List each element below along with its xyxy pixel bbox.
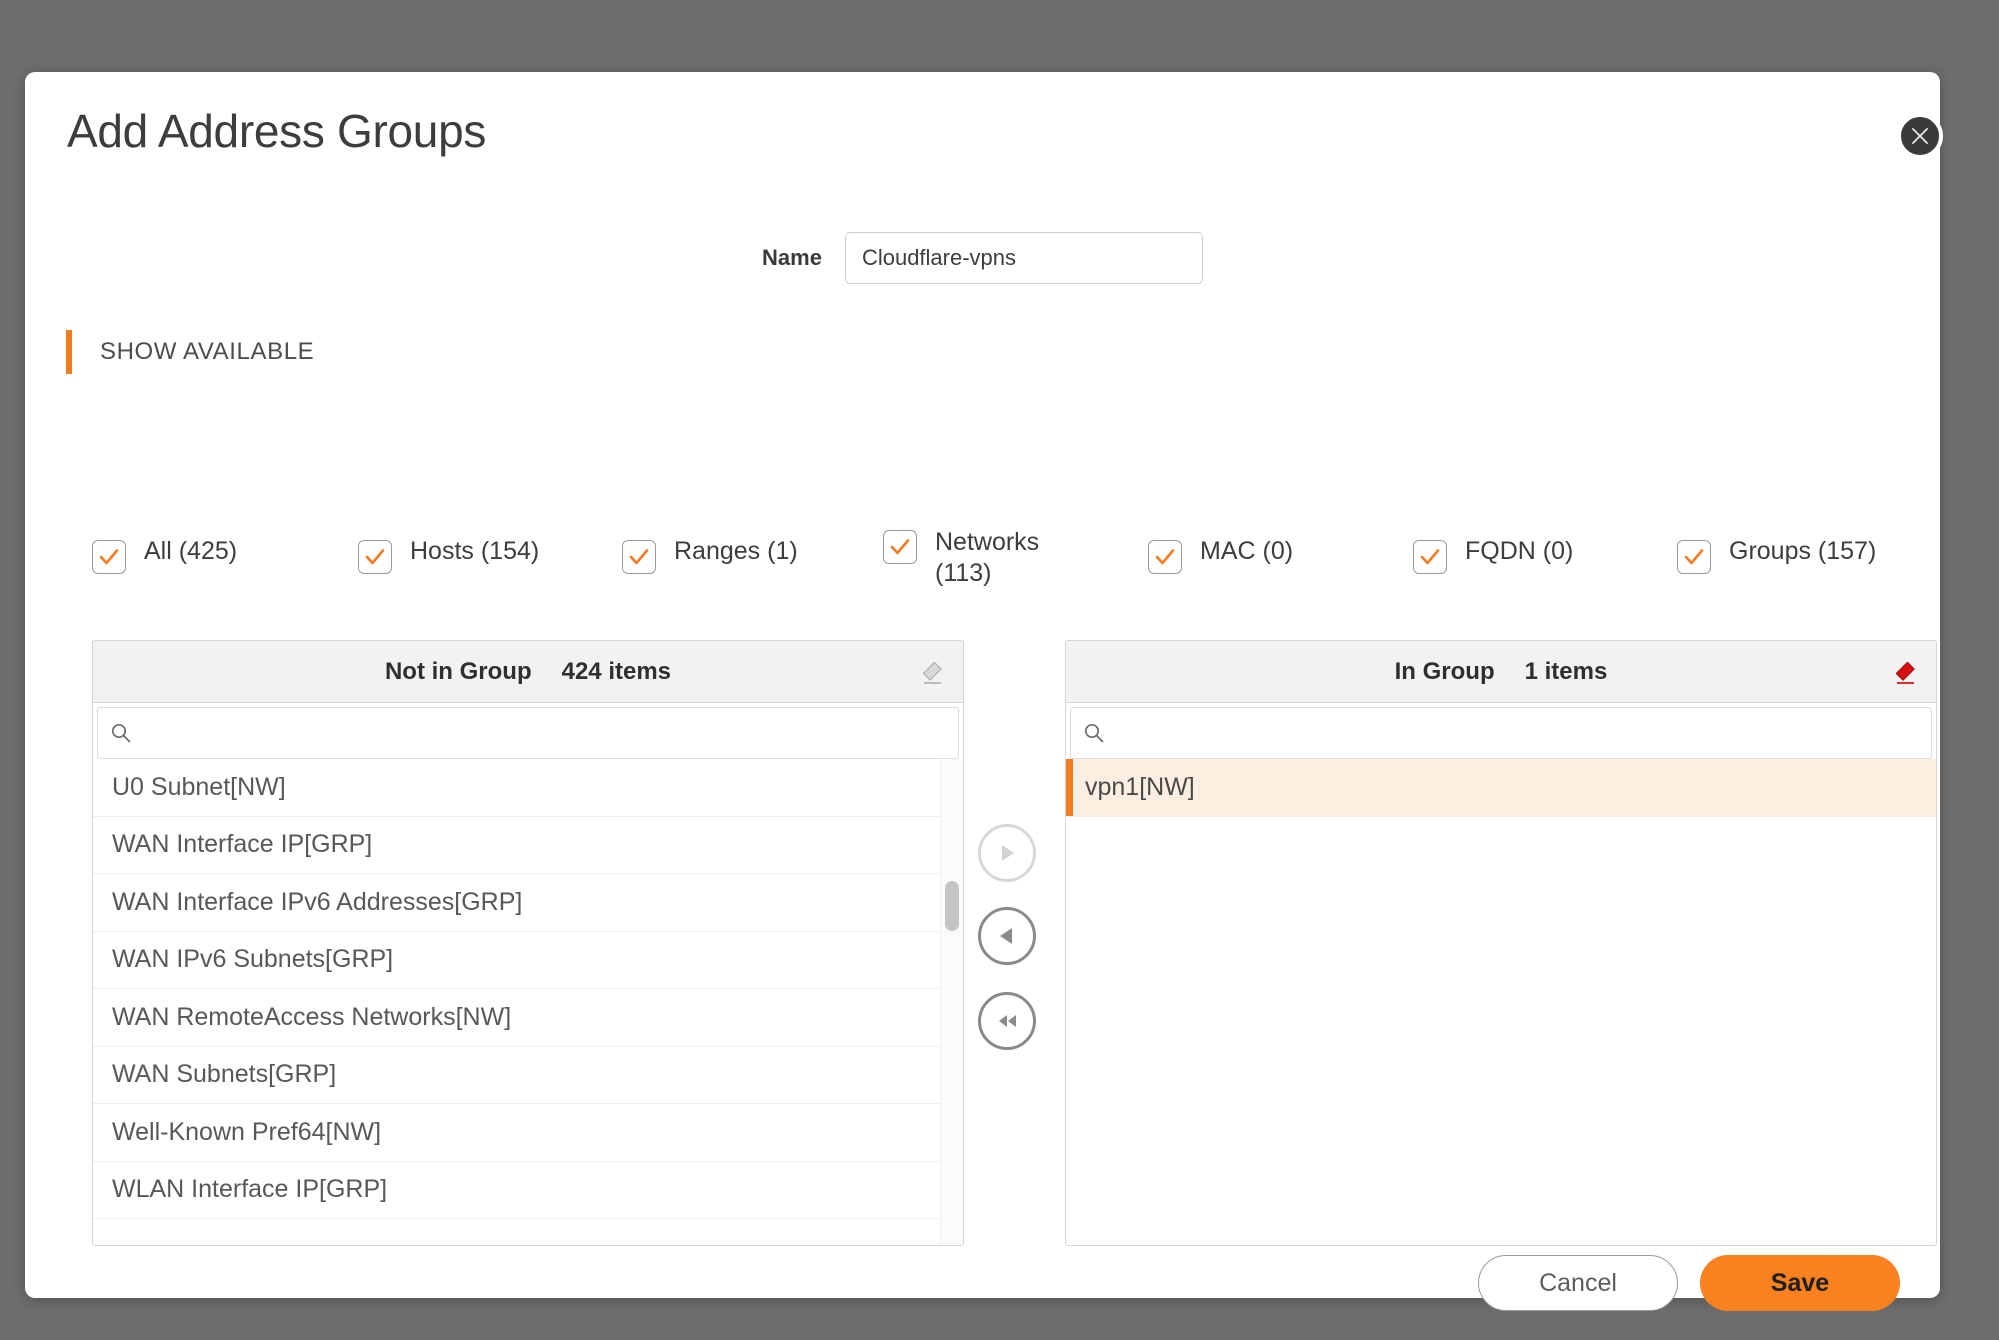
section-title: SHOW AVAILABLE: [100, 338, 315, 365]
list-item[interactable]: WAN Subnets[GRP]: [93, 1047, 963, 1104]
not-in-group-list[interactable]: U0 Subnet[NW] WAN Interface IP[GRP] WAN In…: [93, 759, 963, 1245]
in-group-panel: In Group 1 items vpn1[NW]: [1065, 640, 1937, 1246]
filter-groups-label: Groups (157): [1729, 537, 1877, 565]
filter-hosts-label: Hosts (154): [410, 537, 540, 565]
close-icon: [1912, 128, 1928, 144]
not-in-group-panel: Not in Group 424 items U0 Subnet[NW] WAN …: [92, 640, 964, 1246]
checkbox-hosts[interactable]: [358, 540, 392, 574]
filter-mac-label: MAC (0): [1200, 537, 1294, 565]
filter-ranges-label: Ranges (1): [674, 537, 798, 565]
list-item[interactable]: WAN IPv6 Subnets[GRP]: [93, 932, 963, 989]
filter-fqdn[interactable]: FQDN (0): [1413, 527, 1573, 574]
right-search-box[interactable]: [1070, 707, 1932, 759]
name-field-row: Name: [25, 232, 1940, 284]
filter-all-label: All (425): [144, 537, 238, 565]
list-item[interactable]: WLAN Interface IP[GRP]: [93, 1162, 963, 1219]
list-item[interactable]: U0 Subnet[NW]: [93, 759, 963, 817]
not-in-group-header: Not in Group 424 items: [93, 641, 963, 703]
filter-fqdn-label: FQDN (0): [1465, 537, 1574, 565]
filter-mac[interactable]: MAC (0): [1148, 527, 1293, 574]
play-right-icon: [1002, 845, 1014, 861]
filter-hosts[interactable]: Hosts (154): [358, 527, 539, 574]
filter-groups[interactable]: Groups (157): [1677, 527, 1876, 574]
checkbox-mac[interactable]: [1148, 540, 1182, 574]
not-in-group-title: Not in Group: [384, 657, 532, 685]
list-item[interactable]: WAN Interface IP[GRP]: [93, 817, 963, 874]
left-search-box[interactable]: [97, 707, 959, 759]
dialog-title: Add Address Groups: [67, 105, 487, 157]
in-group-list[interactable]: vpn1[NW]: [1066, 759, 1936, 1245]
filter-checkbox-row: All (425) Hosts (154) Ranges (1) Network…: [25, 527, 1940, 613]
dialog-footer: Cancel Save: [1478, 1255, 1900, 1311]
filter-all[interactable]: All (425): [92, 527, 237, 574]
filter-ranges[interactable]: Ranges (1): [622, 527, 798, 574]
in-group-title: In Group: [1394, 657, 1495, 685]
left-list-scrollbar[interactable]: [940, 759, 962, 1245]
checkbox-networks[interactable]: [883, 530, 917, 564]
right-search-input[interactable]: [1115, 708, 1919, 758]
checkbox-ranges[interactable]: [622, 540, 656, 574]
left-list-scroll-thumb[interactable]: [945, 881, 959, 931]
checkbox-all[interactable]: [92, 540, 126, 574]
name-label: Name: [762, 245, 822, 270]
in-group-header: In Group 1 items: [1066, 641, 1936, 703]
section-accent-bar: [66, 330, 72, 374]
show-available-header: SHOW AVAILABLE: [66, 330, 314, 374]
in-group-count: 1 items: [1524, 657, 1608, 685]
play-left-icon: [1000, 928, 1012, 944]
left-search-input[interactable]: [142, 708, 946, 758]
list-item[interactable]: WAN Interface IPv6 Addresses[GRP]: [93, 874, 963, 932]
save-button[interactable]: Save: [1700, 1255, 1900, 1311]
list-item[interactable]: vpn1[NW]: [1066, 759, 1936, 817]
cancel-button[interactable]: Cancel: [1478, 1255, 1678, 1311]
add-address-groups-dialog: Add Address Groups Name SHOW AVAILABLE A…: [25, 72, 1940, 1311]
list-item[interactable]: Well-Known Pref64[NW]: [93, 1104, 963, 1162]
filter-networks[interactable]: Networks (113): [883, 527, 1039, 589]
move-right-button[interactable]: [978, 824, 1036, 882]
checkbox-groups[interactable]: [1677, 540, 1711, 574]
close-button[interactable]: [1897, 113, 1943, 159]
not-in-group-count: 424 items: [561, 657, 672, 685]
name-input[interactable]: [844, 232, 1203, 284]
list-item[interactable]: WAN RemoteAccess Networks[NW]: [93, 989, 963, 1047]
move-all-left-button[interactable]: [978, 992, 1036, 1050]
filter-networks-label: Networks (113): [935, 528, 1040, 587]
search-icon: [111, 723, 131, 743]
search-icon: [1084, 723, 1104, 743]
rewind-left-icon: [999, 1015, 1016, 1027]
checkbox-fqdn[interactable]: [1413, 540, 1447, 574]
move-left-button[interactable]: [978, 907, 1036, 965]
clear-right-eraser-icon[interactable]: [1890, 658, 1918, 686]
clear-left-eraser-icon[interactable]: [917, 658, 945, 686]
